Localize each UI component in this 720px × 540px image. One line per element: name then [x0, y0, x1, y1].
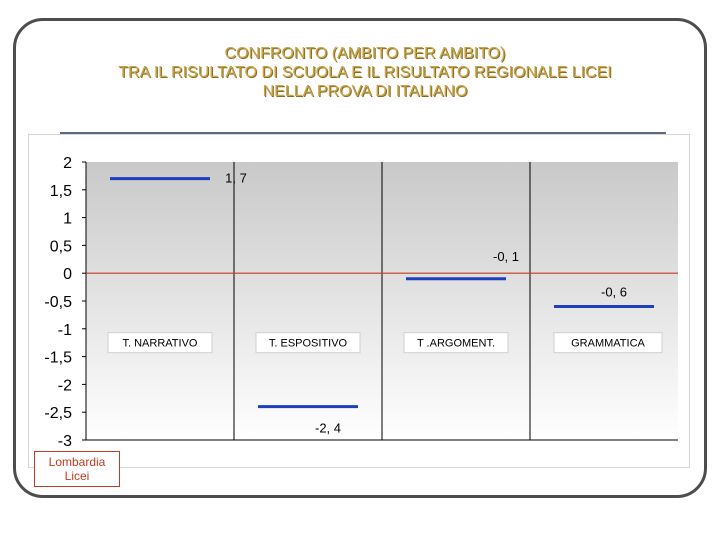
- y-tick-label: -2,5: [44, 405, 72, 422]
- y-tick-label: 2: [63, 155, 72, 172]
- value-label: -0, 6: [601, 285, 627, 300]
- title-divider: [60, 132, 666, 135]
- y-tick-label: 1,5: [50, 183, 72, 200]
- category-label-box: [107, 332, 213, 354]
- category-label-box: [403, 332, 509, 354]
- y-tick-label: -2: [58, 377, 72, 394]
- value-label: 1, 7: [225, 171, 247, 186]
- value-label: -0, 1: [493, 249, 519, 264]
- slide-title: CONFRONTO (AMBITO PER AMBITO) TRA IL RIS…: [40, 44, 690, 101]
- title-line-1: CONFRONTO (AMBITO PER AMBITO): [224, 45, 506, 62]
- category-label-box: [553, 332, 663, 354]
- category-label: T. NARRATIVO: [123, 338, 198, 350]
- category-label: T. ESPOSITIVO: [269, 338, 348, 350]
- title-line-3: NELLA PROVA DI ITALIANO: [262, 83, 468, 100]
- category-label: GRAMMATICA: [571, 338, 645, 350]
- legend-label-line-1: Lombardia: [48, 455, 106, 469]
- category-label-box: [255, 332, 361, 354]
- y-tick-label: -0,5: [44, 294, 72, 311]
- legend-label-line-2: Licei: [64, 469, 90, 483]
- category-label: T .ARGOMENT.: [417, 338, 495, 350]
- y-tick-label: 0: [63, 266, 72, 283]
- y-tick-label: 0,5: [50, 238, 72, 255]
- y-tick-label: -3: [58, 433, 72, 450]
- y-tick-label: -1: [58, 322, 72, 339]
- y-tick-label: 1: [63, 211, 72, 228]
- legend: Lombardia Licei: [34, 451, 120, 487]
- title-line-2: TRA IL RISULTATO DI SCUOLA E IL RISULTAT…: [118, 64, 612, 81]
- value-label: -2, 4: [315, 421, 341, 436]
- y-tick-label: -1,5: [44, 350, 72, 367]
